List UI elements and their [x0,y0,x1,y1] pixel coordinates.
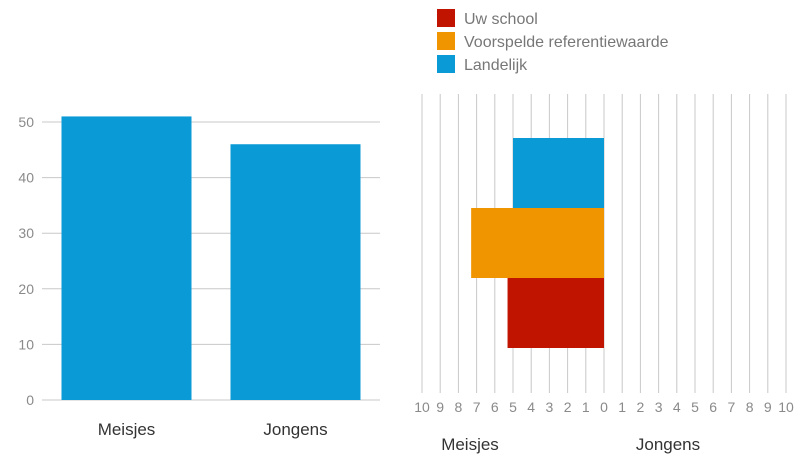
x-tick-label: 9 [436,399,444,415]
x-category-label: Meisjes [98,420,156,439]
bar-meisjes-uw-school [507,278,604,348]
y-tick-label: 50 [18,114,34,130]
x-tick-label: 6 [491,399,499,415]
x-tick-label: 4 [673,399,681,415]
x-tick-label: 1 [582,399,590,415]
x-tick-label: 4 [527,399,535,415]
x-tick-label: 7 [473,399,481,415]
x-tick-label: 9 [764,399,772,415]
y-tick-label: 0 [26,392,34,408]
x-tick-label: 8 [455,399,463,415]
x-tick-label: 5 [509,399,517,415]
x-tick-label: 8 [746,399,754,415]
x-tick-label: 2 [637,399,645,415]
legend-swatch [437,9,455,27]
legend-label: Uw school [464,11,538,28]
x-category-label: Jongens [263,420,327,439]
x-tick-label: 7 [728,399,736,415]
bar-meisjes-voorspelde-referentiewaarde [471,208,604,278]
x-tick-label: 1 [618,399,626,415]
legend-label: Voorspelde referentiewaarde [464,34,669,51]
side-label-jongens: Jongens [636,435,700,454]
bar-meisjes-landelijk [513,138,604,208]
y-tick-label: 40 [18,170,34,186]
y-tick-label: 30 [18,225,34,241]
x-tick-label: 2 [564,399,572,415]
legend: Uw school Voorspelde referentiewaarde Land… [437,9,669,74]
left-bar-chart: 0 10 20 30 40 50 Meisjes Jongens [18,114,380,439]
legend-swatch [437,32,455,50]
bar-meisjes [61,116,192,400]
x-tick-label: 0 [600,399,608,415]
y-tick-label: 10 [18,336,34,352]
x-tick-label: 3 [655,399,663,415]
x-tick-label: 3 [546,399,554,415]
x-tick-label: 10 [778,399,794,415]
legend-label: Landelijk [464,57,528,74]
x-tick-label: 10 [414,399,430,415]
side-label-meisjes: Meisjes [441,435,499,454]
legend-swatch [437,55,455,73]
bar-jongens [230,144,361,400]
y-tick-label: 20 [18,281,34,297]
x-tick-label: 6 [709,399,717,415]
x-tick-label: 5 [691,399,699,415]
